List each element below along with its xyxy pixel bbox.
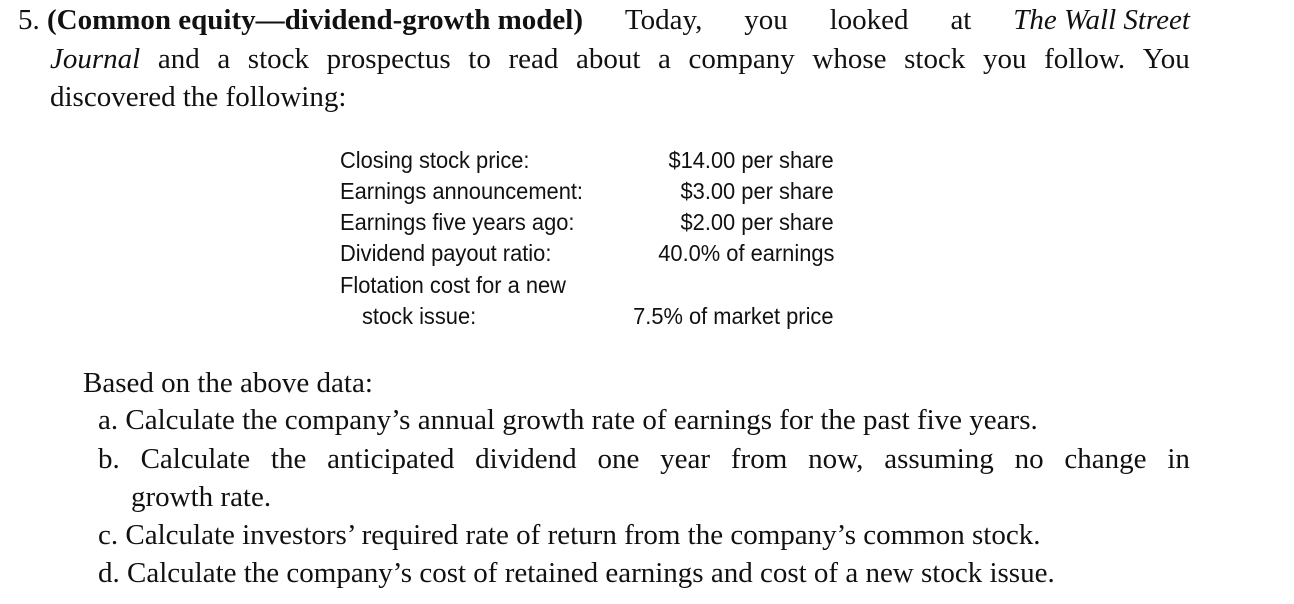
problem-word: looked	[829, 4, 909, 36]
question-b-word: change	[1064, 443, 1147, 475]
problem-word: and	[157, 43, 200, 75]
problem-word: You	[1142, 43, 1190, 75]
row-label-dividend-payout: Dividend payout ratio:	[340, 240, 552, 266]
row-value-stock-issue: 7.5% of market price	[633, 303, 834, 329]
questions-intro: Based on the above data:	[83, 367, 373, 399]
problem-word: you	[744, 4, 788, 36]
problem-line-1: 5. (Common equity—dividend-growth model)…	[18, 1, 1190, 39]
problem-word: company	[688, 43, 795, 75]
row-value-dividend-payout: 40.0% of earnings	[657, 240, 834, 266]
question-b-word: from	[730, 443, 788, 475]
row-value-closing-price: $14.00 per share	[668, 147, 834, 173]
data-table: Closing stock price: $14.00 per share Ea…	[340, 145, 850, 335]
problem-word: a	[217, 43, 231, 75]
problem-word: stock	[904, 43, 966, 75]
question-b-word: in	[1167, 443, 1190, 475]
question-b-word: one	[597, 443, 640, 475]
question-b-word: year	[660, 443, 711, 475]
question-b-word: dividend	[475, 443, 577, 475]
problem-word: about	[575, 43, 641, 75]
problem-word: whose	[812, 43, 887, 75]
question-b-word: Calculate	[140, 443, 251, 475]
problem-word: to	[468, 43, 491, 75]
journal-name-part-1: The Wall Street	[1013, 4, 1190, 36]
problem-word: you	[982, 43, 1027, 75]
question-b-word: anticipated	[327, 443, 455, 475]
row-label-stock-issue: stock issue:	[362, 303, 477, 329]
question-b-word: the	[270, 443, 307, 475]
problem-word: at	[950, 4, 972, 36]
question-b-word: b.	[98, 443, 120, 475]
problem-number: 5.	[18, 4, 40, 36]
row-value-earnings-announcement: $3.00 per share	[680, 178, 834, 204]
problem-word: follow.	[1044, 43, 1126, 75]
question-b-word: now,	[808, 443, 864, 475]
problem-word: prospectus	[326, 43, 451, 75]
problem-line-2: Journal and a stock prospectus to read a…	[50, 40, 1190, 78]
problem-line-3: discovered the following:	[50, 81, 347, 113]
question-c: c. Calculate investors’ required rate of…	[98, 519, 1041, 551]
row-label-flotation-cost: Flotation cost for a new	[340, 272, 566, 298]
question-b-continuation: growth rate.	[131, 481, 272, 513]
row-label-earnings-five-years-ago: Earnings five years ago:	[340, 209, 575, 235]
row-label-earnings-announcement: Earnings announcement:	[340, 178, 584, 204]
row-value-earnings-five-years-ago: $2.00 per share	[680, 209, 834, 235]
question-b: b. Calculate the anticipated dividend on…	[98, 440, 1190, 478]
problem-word: read	[508, 43, 559, 75]
question-a: a. Calculate the company’s annual growth…	[98, 404, 1038, 436]
problem-word: a	[658, 43, 671, 75]
journal-name-part-2: Journal	[50, 43, 141, 75]
question-b-word: assuming	[884, 443, 994, 475]
row-label-closing-price: Closing stock price:	[340, 147, 530, 173]
question-d: d. Calculate the company’s cost of retai…	[98, 557, 1055, 589]
problem-title: (Common equity—dividend-growth model)	[47, 4, 583, 36]
problem-word: Today,	[624, 4, 703, 36]
problem-word: stock	[247, 43, 310, 75]
problem-heading: 5. (Common equity—dividend-growth model)	[18, 1, 583, 39]
question-b-word: no	[1014, 443, 1044, 475]
